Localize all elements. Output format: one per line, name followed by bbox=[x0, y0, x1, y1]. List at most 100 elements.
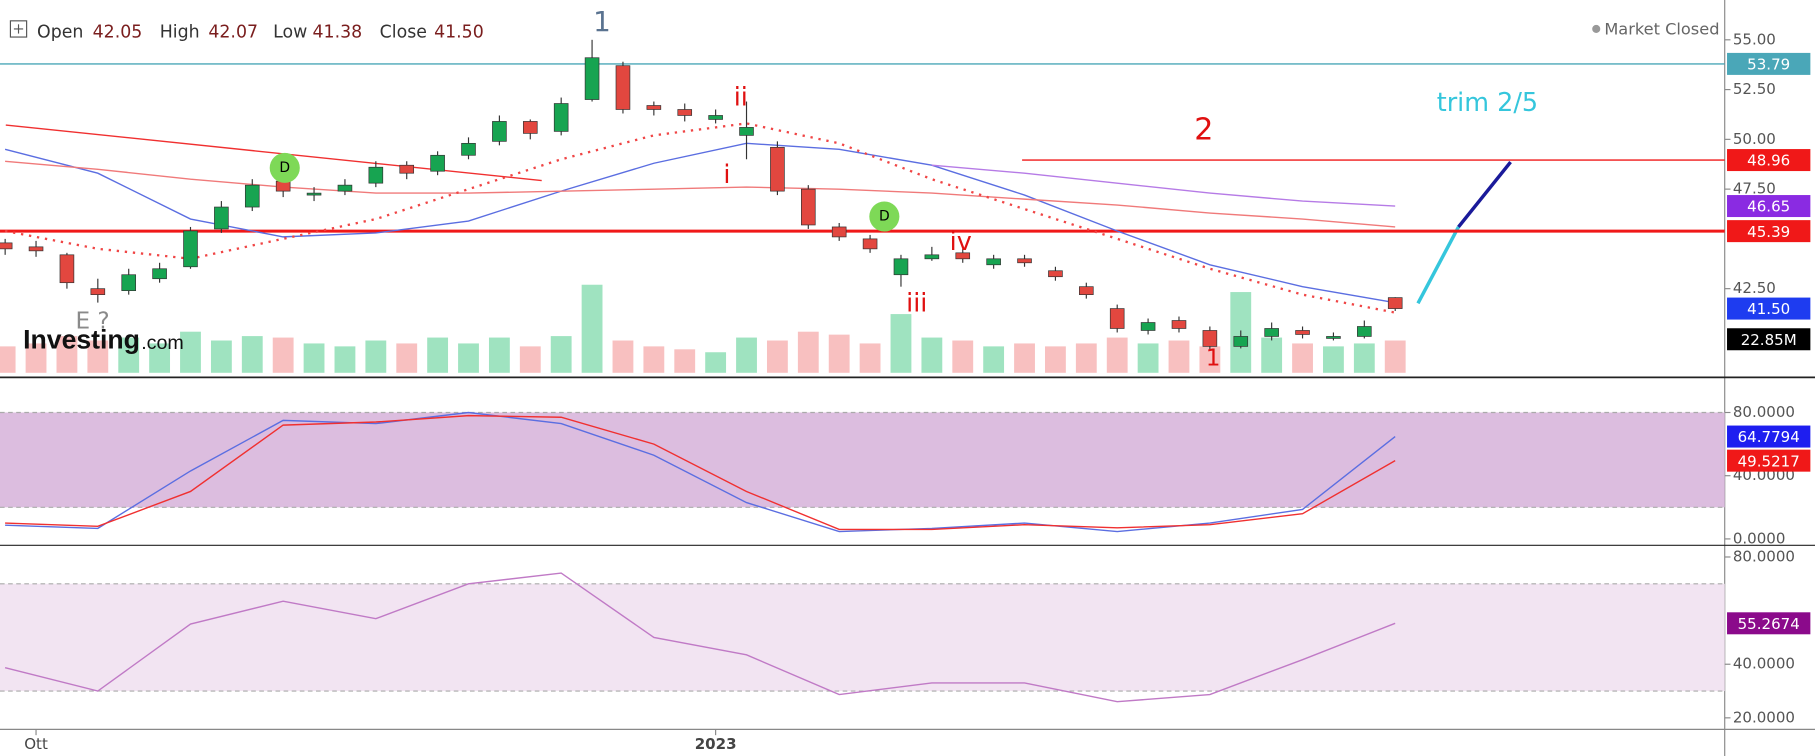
price-badge bbox=[1727, 328, 1811, 351]
expand-icon[interactable] bbox=[9, 20, 28, 38]
wave-label: trim 2/5 bbox=[1437, 88, 1538, 118]
logo-suffix: .com bbox=[141, 332, 184, 354]
price-badge bbox=[1727, 449, 1811, 472]
price-badge-label: 41.50 bbox=[1747, 300, 1790, 318]
y-tick-label: 42.50 bbox=[1733, 279, 1776, 297]
candle-body bbox=[1357, 326, 1372, 337]
price-badge-label: 55.2674 bbox=[1738, 615, 1800, 633]
volume-bar bbox=[1045, 346, 1066, 373]
y-tick-label: 0.0000 bbox=[1733, 529, 1786, 547]
candle-body bbox=[677, 109, 693, 116]
candle-body bbox=[306, 192, 322, 196]
candle-body bbox=[955, 252, 971, 260]
header-label: High bbox=[160, 22, 200, 42]
indicator-line bbox=[931, 164, 1396, 207]
header-value: 41.38 bbox=[313, 22, 363, 42]
volume-bar bbox=[396, 343, 418, 373]
candle-body bbox=[893, 258, 909, 276]
candle-body bbox=[986, 258, 1001, 266]
candle-body bbox=[90, 288, 106, 295]
volume-bar bbox=[1292, 343, 1313, 373]
volume-bar bbox=[488, 337, 510, 373]
volume-bar bbox=[458, 343, 479, 373]
indicator-line bbox=[4, 142, 1396, 304]
wave-label: 1 bbox=[1206, 345, 1221, 371]
header-label: Close bbox=[380, 22, 427, 42]
indicator-line bbox=[4, 122, 1396, 314]
candle-body bbox=[1387, 297, 1403, 309]
candle-body bbox=[1079, 286, 1094, 295]
y-tick-label: 52.50 bbox=[1733, 80, 1776, 98]
y-tick-label: 80.0000 bbox=[1733, 547, 1795, 565]
price-badge bbox=[1727, 425, 1811, 448]
x-tick-label: Ott bbox=[24, 735, 48, 753]
trend-line bbox=[5, 124, 542, 182]
volume-bar bbox=[1168, 340, 1190, 373]
header-label: Open bbox=[37, 22, 83, 42]
header-label: Low bbox=[273, 22, 307, 42]
candle-body bbox=[1295, 330, 1310, 335]
candle-body bbox=[522, 121, 538, 134]
candle-body bbox=[399, 164, 415, 174]
price-badge bbox=[1727, 220, 1811, 243]
volume-bar bbox=[519, 346, 541, 373]
candle-body bbox=[739, 127, 754, 136]
wave-label: E ? bbox=[75, 308, 109, 334]
y-tick-label: 20.0000 bbox=[1733, 708, 1795, 726]
price-badge bbox=[1727, 612, 1811, 635]
volume-bar bbox=[612, 340, 634, 373]
y-tick-label: 40.0000 bbox=[1733, 655, 1795, 673]
candle-body bbox=[708, 115, 723, 120]
signal-marker bbox=[269, 152, 300, 183]
price-badge-label: 48.96 bbox=[1747, 152, 1790, 170]
candle-body bbox=[1202, 330, 1218, 347]
y-tick-label: 47.50 bbox=[1733, 180, 1776, 198]
volume-bar bbox=[303, 343, 325, 373]
candle-body bbox=[183, 230, 198, 268]
price-badge bbox=[1727, 149, 1811, 172]
volume-bar bbox=[1323, 346, 1344, 373]
price-badge-label: 49.5217 bbox=[1738, 452, 1800, 470]
volume-bar bbox=[1353, 343, 1375, 373]
indicator-line bbox=[5, 414, 1396, 531]
candle-body bbox=[461, 142, 476, 156]
volume-bar bbox=[1384, 340, 1406, 373]
volume-bar bbox=[25, 343, 47, 373]
wave-label: i bbox=[723, 160, 730, 190]
indicator-line bbox=[5, 411, 1396, 533]
price-badge-label: 46.65 bbox=[1747, 198, 1790, 216]
candle-body bbox=[1109, 308, 1125, 329]
drawings bbox=[5, 124, 1512, 305]
candle-body bbox=[28, 246, 44, 252]
wave-label: D bbox=[279, 160, 290, 176]
volume-bar bbox=[180, 331, 201, 373]
candle-body bbox=[337, 184, 353, 192]
volume-bar bbox=[705, 352, 727, 373]
volume-bar bbox=[983, 346, 1005, 373]
candle-body bbox=[801, 188, 816, 226]
band bbox=[0, 583, 1725, 692]
candle-body bbox=[1048, 270, 1063, 278]
candle-body bbox=[214, 206, 229, 230]
volume-bar bbox=[87, 340, 109, 373]
volume-bar bbox=[674, 349, 696, 373]
candle-body bbox=[1264, 328, 1279, 337]
status-dot bbox=[1592, 24, 1601, 33]
volume-bar bbox=[241, 336, 263, 373]
price-badge-label: 53.79 bbox=[1747, 56, 1790, 74]
price-badge bbox=[1727, 52, 1811, 75]
volume-bar bbox=[210, 340, 232, 373]
wave-label: 2 bbox=[1194, 112, 1213, 147]
candle-body bbox=[152, 268, 167, 280]
candle-body bbox=[862, 238, 878, 250]
volume-bar bbox=[272, 337, 294, 373]
volume-bar bbox=[736, 337, 757, 373]
volume-bar bbox=[334, 346, 356, 373]
volume-bar bbox=[890, 314, 912, 373]
candle-body bbox=[646, 105, 662, 110]
header-value: 42.07 bbox=[208, 22, 258, 42]
candle-body bbox=[492, 121, 507, 142]
volume-bar bbox=[550, 336, 572, 373]
volume-bar bbox=[56, 336, 78, 373]
